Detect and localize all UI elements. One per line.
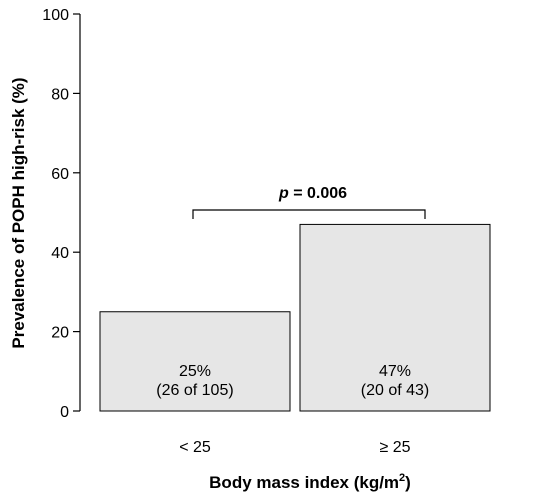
bar-1	[299, 223, 491, 412]
x-category-labels: < 25 ≥ 25	[179, 439, 410, 456]
x-axis-title: Body mass index (kg/m2)	[209, 472, 411, 492]
bar-label-count-1: (20 of 43)	[361, 382, 429, 399]
bar-labels-group: 25% (26 of 105) 47% (20 of 43)	[156, 363, 429, 399]
y-tick-label-40: 40	[51, 245, 69, 262]
x-axis-title-superscript: 2	[399, 472, 405, 484]
bar-0	[99, 311, 291, 412]
p-value-label: p = 0.006	[278, 185, 347, 202]
bars-group	[99, 223, 491, 412]
y-tick-label-0: 0	[60, 404, 69, 421]
x-category-label-0: < 25	[179, 439, 211, 456]
y-tick-label-100: 100	[42, 7, 69, 24]
y-axis-title: Prevalence of POPH high-risk (%)	[9, 77, 28, 348]
significance-bracket: p = 0.006	[192, 185, 426, 219]
x-axis-title-main: Body mass index (kg/m	[209, 473, 399, 492]
x-category-label-1: ≥ 25	[379, 439, 410, 456]
y-tick-label-60: 60	[51, 166, 69, 183]
y-axis: 0 20 40 60 80 100	[42, 7, 81, 421]
p-value-text: = 0.006	[289, 185, 347, 202]
bar-label-percent-1: 47%	[379, 363, 411, 380]
y-tick-label-80: 80	[51, 86, 69, 103]
bracket-line	[192, 209, 426, 219]
bar-label-percent-0: 25%	[179, 363, 211, 380]
bar-label-count-0: (26 of 105)	[156, 382, 233, 399]
y-tick-label-20: 20	[51, 325, 69, 342]
p-value-symbol: p	[278, 185, 289, 202]
x-axis-title-suffix: )	[405, 473, 411, 492]
